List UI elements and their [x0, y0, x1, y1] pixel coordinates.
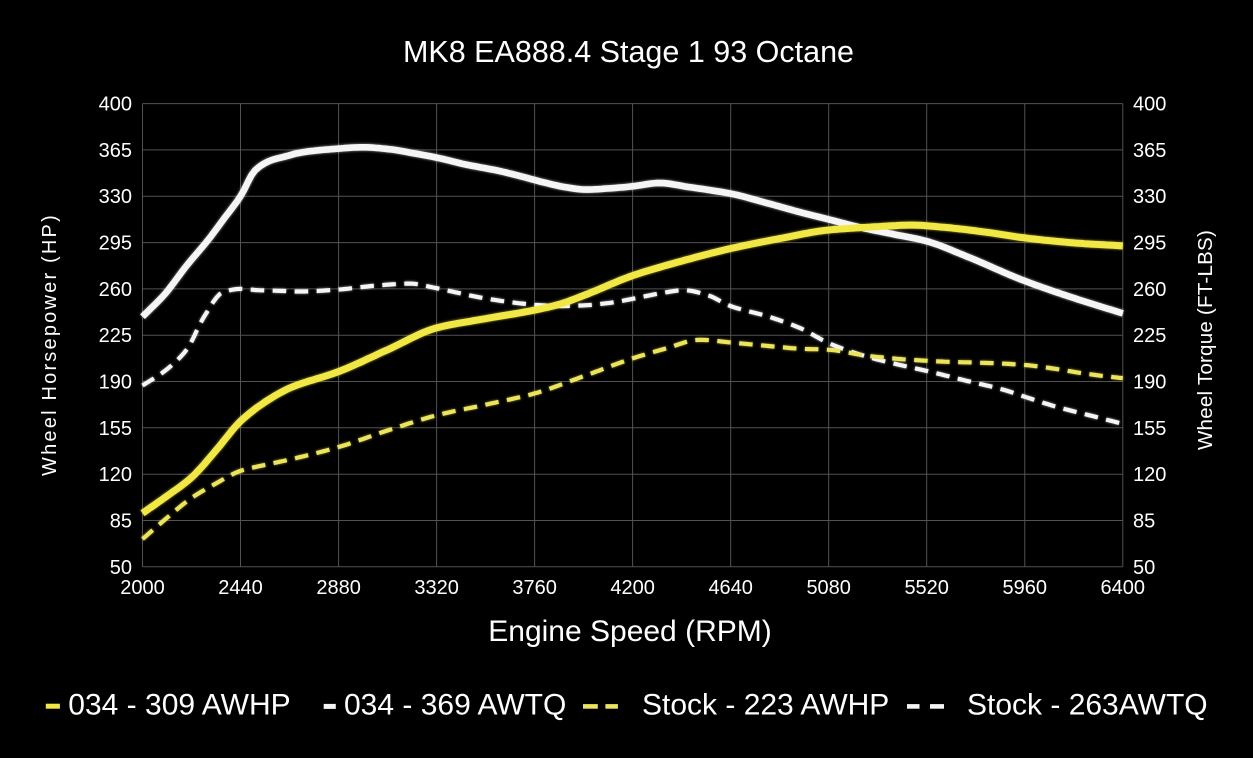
svg-text:400: 400 [1133, 94, 1166, 116]
svg-text:120: 120 [99, 464, 132, 486]
svg-text:225: 225 [1133, 325, 1166, 347]
svg-text:50: 50 [110, 557, 132, 579]
svg-text:2000: 2000 [120, 577, 165, 599]
svg-text:295: 295 [99, 233, 132, 255]
svg-text:225: 225 [99, 325, 132, 347]
svg-text:034 - 309 AWHP: 034 - 309 AWHP [68, 689, 290, 722]
svg-text:260: 260 [1133, 279, 1166, 301]
svg-text:3320: 3320 [414, 577, 459, 599]
svg-text:4640: 4640 [708, 577, 753, 599]
svg-text:85: 85 [1133, 511, 1155, 533]
svg-text:Wheel Horsepower (HP): Wheel Horsepower (HP) [39, 213, 61, 476]
svg-text:120: 120 [1133, 464, 1166, 486]
svg-text:190: 190 [1133, 372, 1166, 394]
svg-text:260: 260 [99, 279, 132, 301]
svg-text:190: 190 [99, 372, 132, 394]
svg-text:400: 400 [99, 94, 132, 116]
svg-text:6400: 6400 [1101, 577, 1146, 599]
svg-text:85: 85 [110, 511, 132, 533]
svg-text:5520: 5520 [904, 577, 949, 599]
svg-text:5080: 5080 [806, 577, 851, 599]
svg-text:Stock - 263AWTQ: Stock - 263AWTQ [967, 689, 1208, 722]
svg-text:295: 295 [1133, 233, 1166, 255]
svg-text:Stock - 223 AWHP: Stock - 223 AWHP [642, 689, 889, 722]
svg-text:3760: 3760 [512, 577, 557, 599]
svg-text:5960: 5960 [1003, 577, 1048, 599]
svg-text:Engine Speed (RPM): Engine Speed (RPM) [488, 615, 771, 648]
svg-text:50: 50 [1133, 557, 1155, 579]
svg-text:2440: 2440 [218, 577, 263, 599]
svg-text:365: 365 [99, 140, 132, 162]
svg-text:034 - 369 AWTQ: 034 - 369 AWTQ [344, 689, 566, 722]
svg-text:155: 155 [1133, 418, 1166, 440]
svg-text:365: 365 [1133, 140, 1166, 162]
svg-text:4200: 4200 [610, 577, 655, 599]
svg-text:330: 330 [1133, 186, 1166, 208]
svg-text:155: 155 [99, 418, 132, 440]
svg-text:MK8 EA888.4 Stage 1 93 Octane: MK8 EA888.4 Stage 1 93 Octane [403, 35, 854, 69]
svg-text:330: 330 [99, 186, 132, 208]
svg-text:Wheel Torque (FT-LBS): Wheel Torque (FT-LBS) [1194, 230, 1217, 450]
svg-text:2880: 2880 [316, 577, 361, 599]
